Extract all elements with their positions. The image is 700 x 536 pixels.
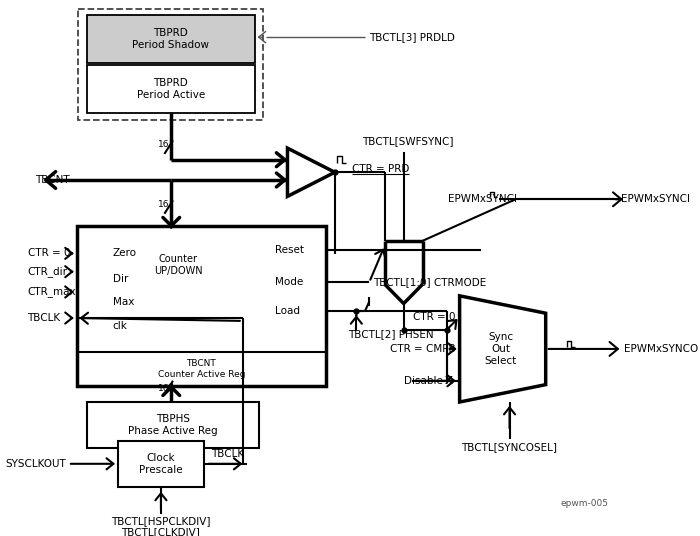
Text: EPWMxSYNCI: EPWMxSYNCI (621, 194, 690, 204)
Text: 16: 16 (158, 199, 169, 209)
Text: EPWMxSYNCI: EPWMxSYNCI (448, 194, 517, 204)
Text: X: X (444, 376, 453, 386)
Text: clk: clk (113, 321, 127, 331)
Text: CTR = 0: CTR = 0 (413, 312, 455, 322)
Bar (87, 15, 255, 63)
Text: TBCTL[3] PRDLD: TBCTL[3] PRDLD (369, 32, 455, 42)
Text: Counter
UP/DOWN: Counter UP/DOWN (154, 254, 202, 276)
Text: 16: 16 (158, 140, 169, 149)
Text: TBCNT
Counter Active Reg: TBCNT Counter Active Reg (158, 360, 245, 379)
Text: Zero: Zero (113, 248, 136, 258)
Text: TBCLK: TBCLK (27, 313, 61, 323)
Bar (87, 65, 255, 114)
Bar (76, 226, 326, 385)
Text: TBPRD
Period Shadow: TBPRD Period Shadow (132, 28, 209, 50)
Text: Disable: Disable (403, 376, 442, 386)
Text: EPWMxSYNCO: EPWMxSYNCO (624, 344, 699, 354)
Text: CTR = CMPB: CTR = CMPB (390, 344, 455, 354)
Text: TBCTL[2] PHSEN: TBCTL[2] PHSEN (348, 330, 433, 339)
Text: 16: 16 (158, 384, 169, 393)
Text: Dir: Dir (113, 274, 128, 285)
Text: TBCLK: TBCLK (211, 449, 244, 459)
Text: Load: Load (274, 306, 300, 316)
Text: Reset: Reset (274, 245, 304, 256)
Text: TBPRD
Period Active: TBPRD Period Active (136, 78, 205, 100)
Bar (87, 402, 259, 448)
Bar (78, 9, 263, 120)
Text: Sync
Out
Select: Sync Out Select (485, 332, 517, 366)
Text: CTR_dir: CTR_dir (27, 266, 67, 277)
Text: TBCTL[SYNCOSEL]: TBCTL[SYNCOSEL] (461, 442, 557, 452)
Text: epwm-005: epwm-005 (561, 499, 608, 508)
Text: Max: Max (113, 296, 134, 307)
Text: TBCTL[HSPCLKDIV]: TBCTL[HSPCLKDIV] (111, 516, 211, 526)
Polygon shape (288, 148, 335, 196)
Bar (118, 441, 204, 487)
Text: TBCTL[SWFSYNC]: TBCTL[SWFSYNC] (362, 136, 454, 146)
Text: Clock
Prescale: Clock Prescale (139, 453, 183, 474)
Text: SYSCLKOUT: SYSCLKOUT (6, 459, 66, 469)
Text: TBPHS
Phase Active Reg: TBPHS Phase Active Reg (128, 414, 218, 436)
Polygon shape (460, 296, 546, 402)
Text: TBCTL[1:0] CTRMODE: TBCTL[1:0] CTRMODE (374, 277, 486, 287)
Text: CTR = PRD: CTR = PRD (352, 165, 410, 174)
Text: CTR = 0: CTR = 0 (27, 248, 70, 258)
Text: TBCTL[CLKDIV]: TBCTL[CLKDIV] (122, 527, 200, 536)
Text: Mode: Mode (274, 277, 303, 287)
Text: CTR_max: CTR_max (27, 287, 76, 297)
Text: TBCNT: TBCNT (35, 175, 70, 185)
